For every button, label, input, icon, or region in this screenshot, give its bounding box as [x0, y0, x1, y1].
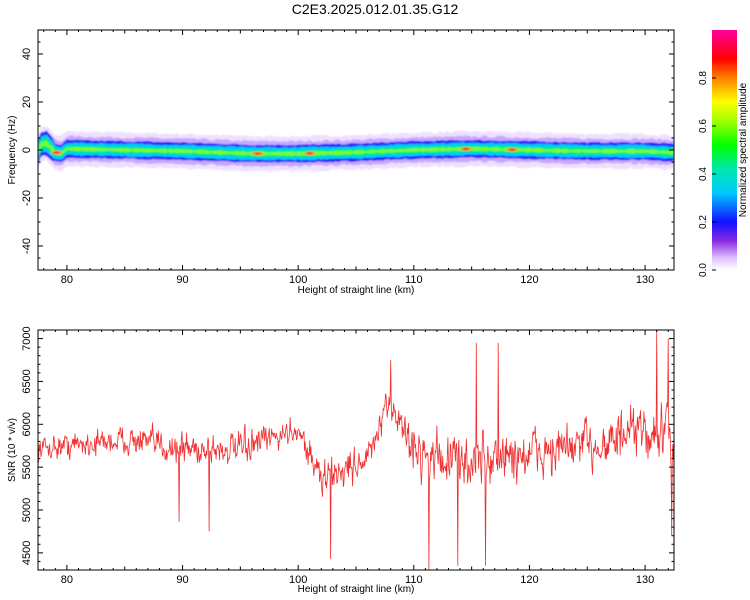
y-tick-label: -40 — [21, 238, 33, 254]
x-tick-label: 80 — [61, 574, 73, 586]
y-tick-label: -20 — [21, 190, 33, 206]
spectrogram-band-core — [38, 140, 674, 156]
y-tick-label: 20 — [21, 96, 33, 108]
spectrogram-hotspot-core — [462, 147, 469, 151]
x-tick-label: 100 — [289, 574, 307, 586]
x-tick-label: 110 — [405, 274, 423, 286]
x-tick-label: 90 — [176, 274, 188, 286]
y-tick-label: 4500 — [21, 541, 33, 565]
colorbar-label: Normalized spectral amplitude — [738, 82, 749, 217]
spectrogram-image — [38, 126, 674, 172]
colorbar-tick-label: 0.0 — [698, 263, 709, 277]
snr-frame — [37, 329, 675, 571]
x-tick-label: 130 — [636, 574, 654, 586]
snr-y-label: SNR (10 * v/v) — [7, 418, 18, 482]
x-tick-label: 80 — [61, 274, 73, 286]
colorbar-tick-label: 0.6 — [698, 119, 709, 133]
x-tick-label: 90 — [176, 574, 188, 586]
spectrogram-x-ticks: 80 90 100 110 120 130 — [43, 30, 669, 286]
spectrogram-panel: 80 90 100 110 120 130 -40 -20 0 20 40 Height of s… — [7, 29, 675, 296]
snr-series-line — [38, 330, 674, 570]
spectrogram-hotspot-core — [53, 151, 60, 154]
colorbar-tick-label: 0.2 — [698, 215, 709, 229]
x-tick-label: 130 — [636, 274, 654, 286]
spectrogram-y-ticks: -40 -20 0 20 40 — [21, 29, 674, 271]
snr-x-ticks: 80 90 100 110 120 130 — [43, 330, 669, 586]
spectrogram-hotspot-core — [306, 152, 313, 155]
spectrogram-x-label: Height of straight line (km) — [298, 285, 415, 296]
colorbar-tick-label: 0.4 — [698, 167, 709, 181]
y-tick-label: 6000 — [21, 412, 33, 436]
x-tick-label: 120 — [520, 274, 538, 286]
spectrogram-hotspot-core — [509, 148, 516, 151]
colorbar-tick-label: 0.8 — [698, 71, 709, 85]
y-tick-label: 7000 — [21, 326, 33, 350]
figure-title: C2E3.2025.012.01.35.G12 — [292, 1, 459, 17]
spectrogram-y-label: Frequency (Hz) — [7, 116, 18, 185]
y-tick-label: 5500 — [21, 455, 33, 479]
colorbar-gradient — [712, 30, 737, 270]
y-tick-label: 6500 — [21, 369, 33, 393]
colorbar-ticks: 0.0 0.2 0.4 0.6 0.8 — [698, 71, 716, 277]
x-tick-label: 100 — [289, 274, 307, 286]
snr-y-ticks: 4500 5000 5500 6000 6500 7000 — [21, 326, 674, 571]
y-tick-label: 5000 — [21, 498, 33, 522]
x-tick-label: 120 — [520, 574, 538, 586]
colorbar: 0.0 0.2 0.4 0.6 0.8 Normalized spectral ampl… — [698, 30, 749, 277]
x-tick-label: 110 — [405, 574, 423, 586]
snr-panel: 80 90 100 110 120 130 4500 5000 5500 6000 6500 700… — [7, 326, 675, 595]
y-tick-label: 0 — [21, 147, 33, 153]
y-tick-label: 40 — [21, 48, 33, 60]
spectrogram-hotspot-core — [254, 152, 261, 155]
snr-x-label: Height of straight line (km) — [298, 584, 415, 595]
